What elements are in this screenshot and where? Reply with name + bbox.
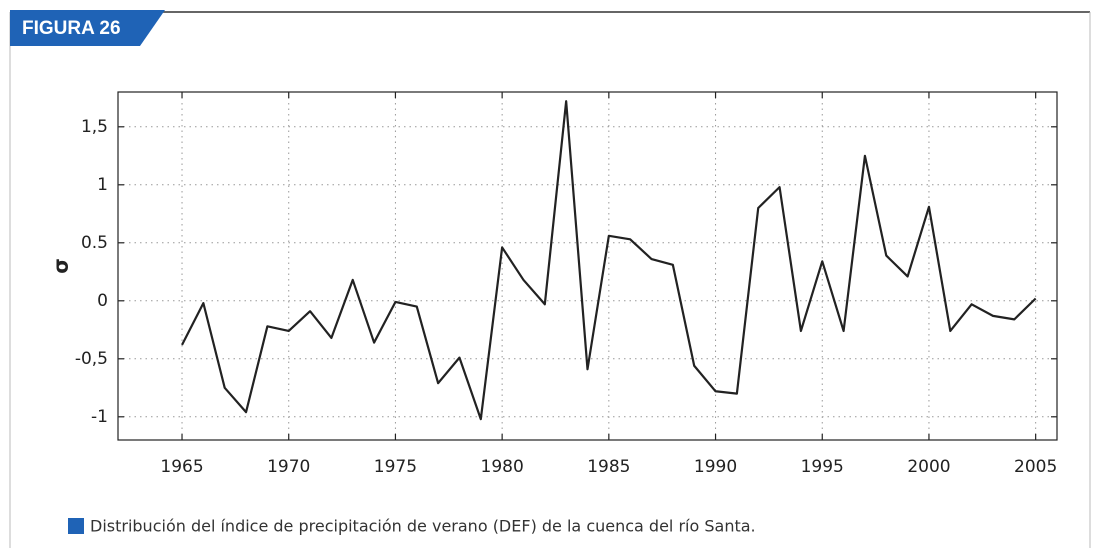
y-axis-label: σ — [49, 258, 73, 274]
caption: Distribución del índice de precipitación… — [90, 517, 756, 536]
y-tick-label: 0 — [97, 291, 108, 311]
x-tick-label: 1970 — [267, 457, 310, 477]
y-tick-label: 1,5 — [81, 117, 108, 137]
caption-marker — [68, 518, 84, 534]
x-tick-label: 1975 — [374, 457, 417, 477]
y-tick-label: -1 — [91, 407, 108, 427]
figure-label: FIGURA 26 — [22, 18, 121, 39]
x-tick-label: 2000 — [907, 457, 950, 477]
y-tick-label: 0.5 — [81, 233, 108, 253]
y-tick-label: -0,5 — [75, 349, 108, 369]
plot-frame — [117, 91, 1058, 441]
x-tick-label: 1965 — [160, 457, 203, 477]
x-tick-label: 1990 — [694, 457, 737, 477]
x-tick-label: 1980 — [481, 457, 524, 477]
x-tick-label: 1995 — [801, 457, 844, 477]
figure-tab — [10, 10, 165, 46]
y-tick-label: 1 — [97, 175, 108, 195]
x-tick-label: 1985 — [587, 457, 630, 477]
x-tick-label: 2005 — [1014, 457, 1057, 477]
data-line — [181, 100, 1037, 421]
